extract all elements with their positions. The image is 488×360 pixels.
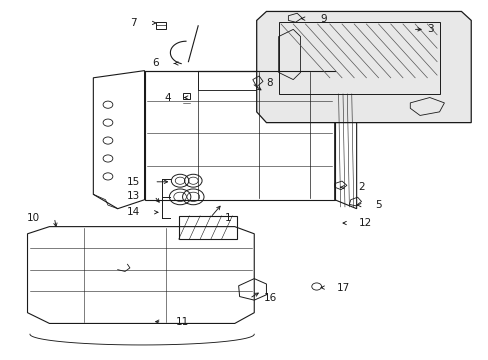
Text: 13: 13 — [126, 191, 140, 201]
Text: 2: 2 — [357, 182, 364, 192]
Text: 7: 7 — [130, 18, 137, 28]
Text: 5: 5 — [374, 200, 381, 210]
Text: 4: 4 — [164, 93, 171, 103]
Bar — [182, 93, 190, 99]
Text: 3: 3 — [427, 24, 433, 35]
Text: 9: 9 — [320, 14, 326, 24]
Text: 8: 8 — [266, 78, 272, 88]
Text: 14: 14 — [126, 207, 140, 217]
Text: 10: 10 — [26, 213, 40, 222]
Text: 12: 12 — [358, 218, 371, 228]
Polygon shape — [256, 12, 470, 123]
Text: 15: 15 — [126, 177, 140, 187]
Text: 1: 1 — [224, 213, 231, 222]
Text: 11: 11 — [176, 317, 189, 327]
Text: 16: 16 — [264, 293, 277, 303]
Bar — [156, 22, 166, 29]
Text: 6: 6 — [152, 58, 159, 68]
Bar — [178, 216, 237, 239]
Text: 17: 17 — [336, 283, 350, 293]
